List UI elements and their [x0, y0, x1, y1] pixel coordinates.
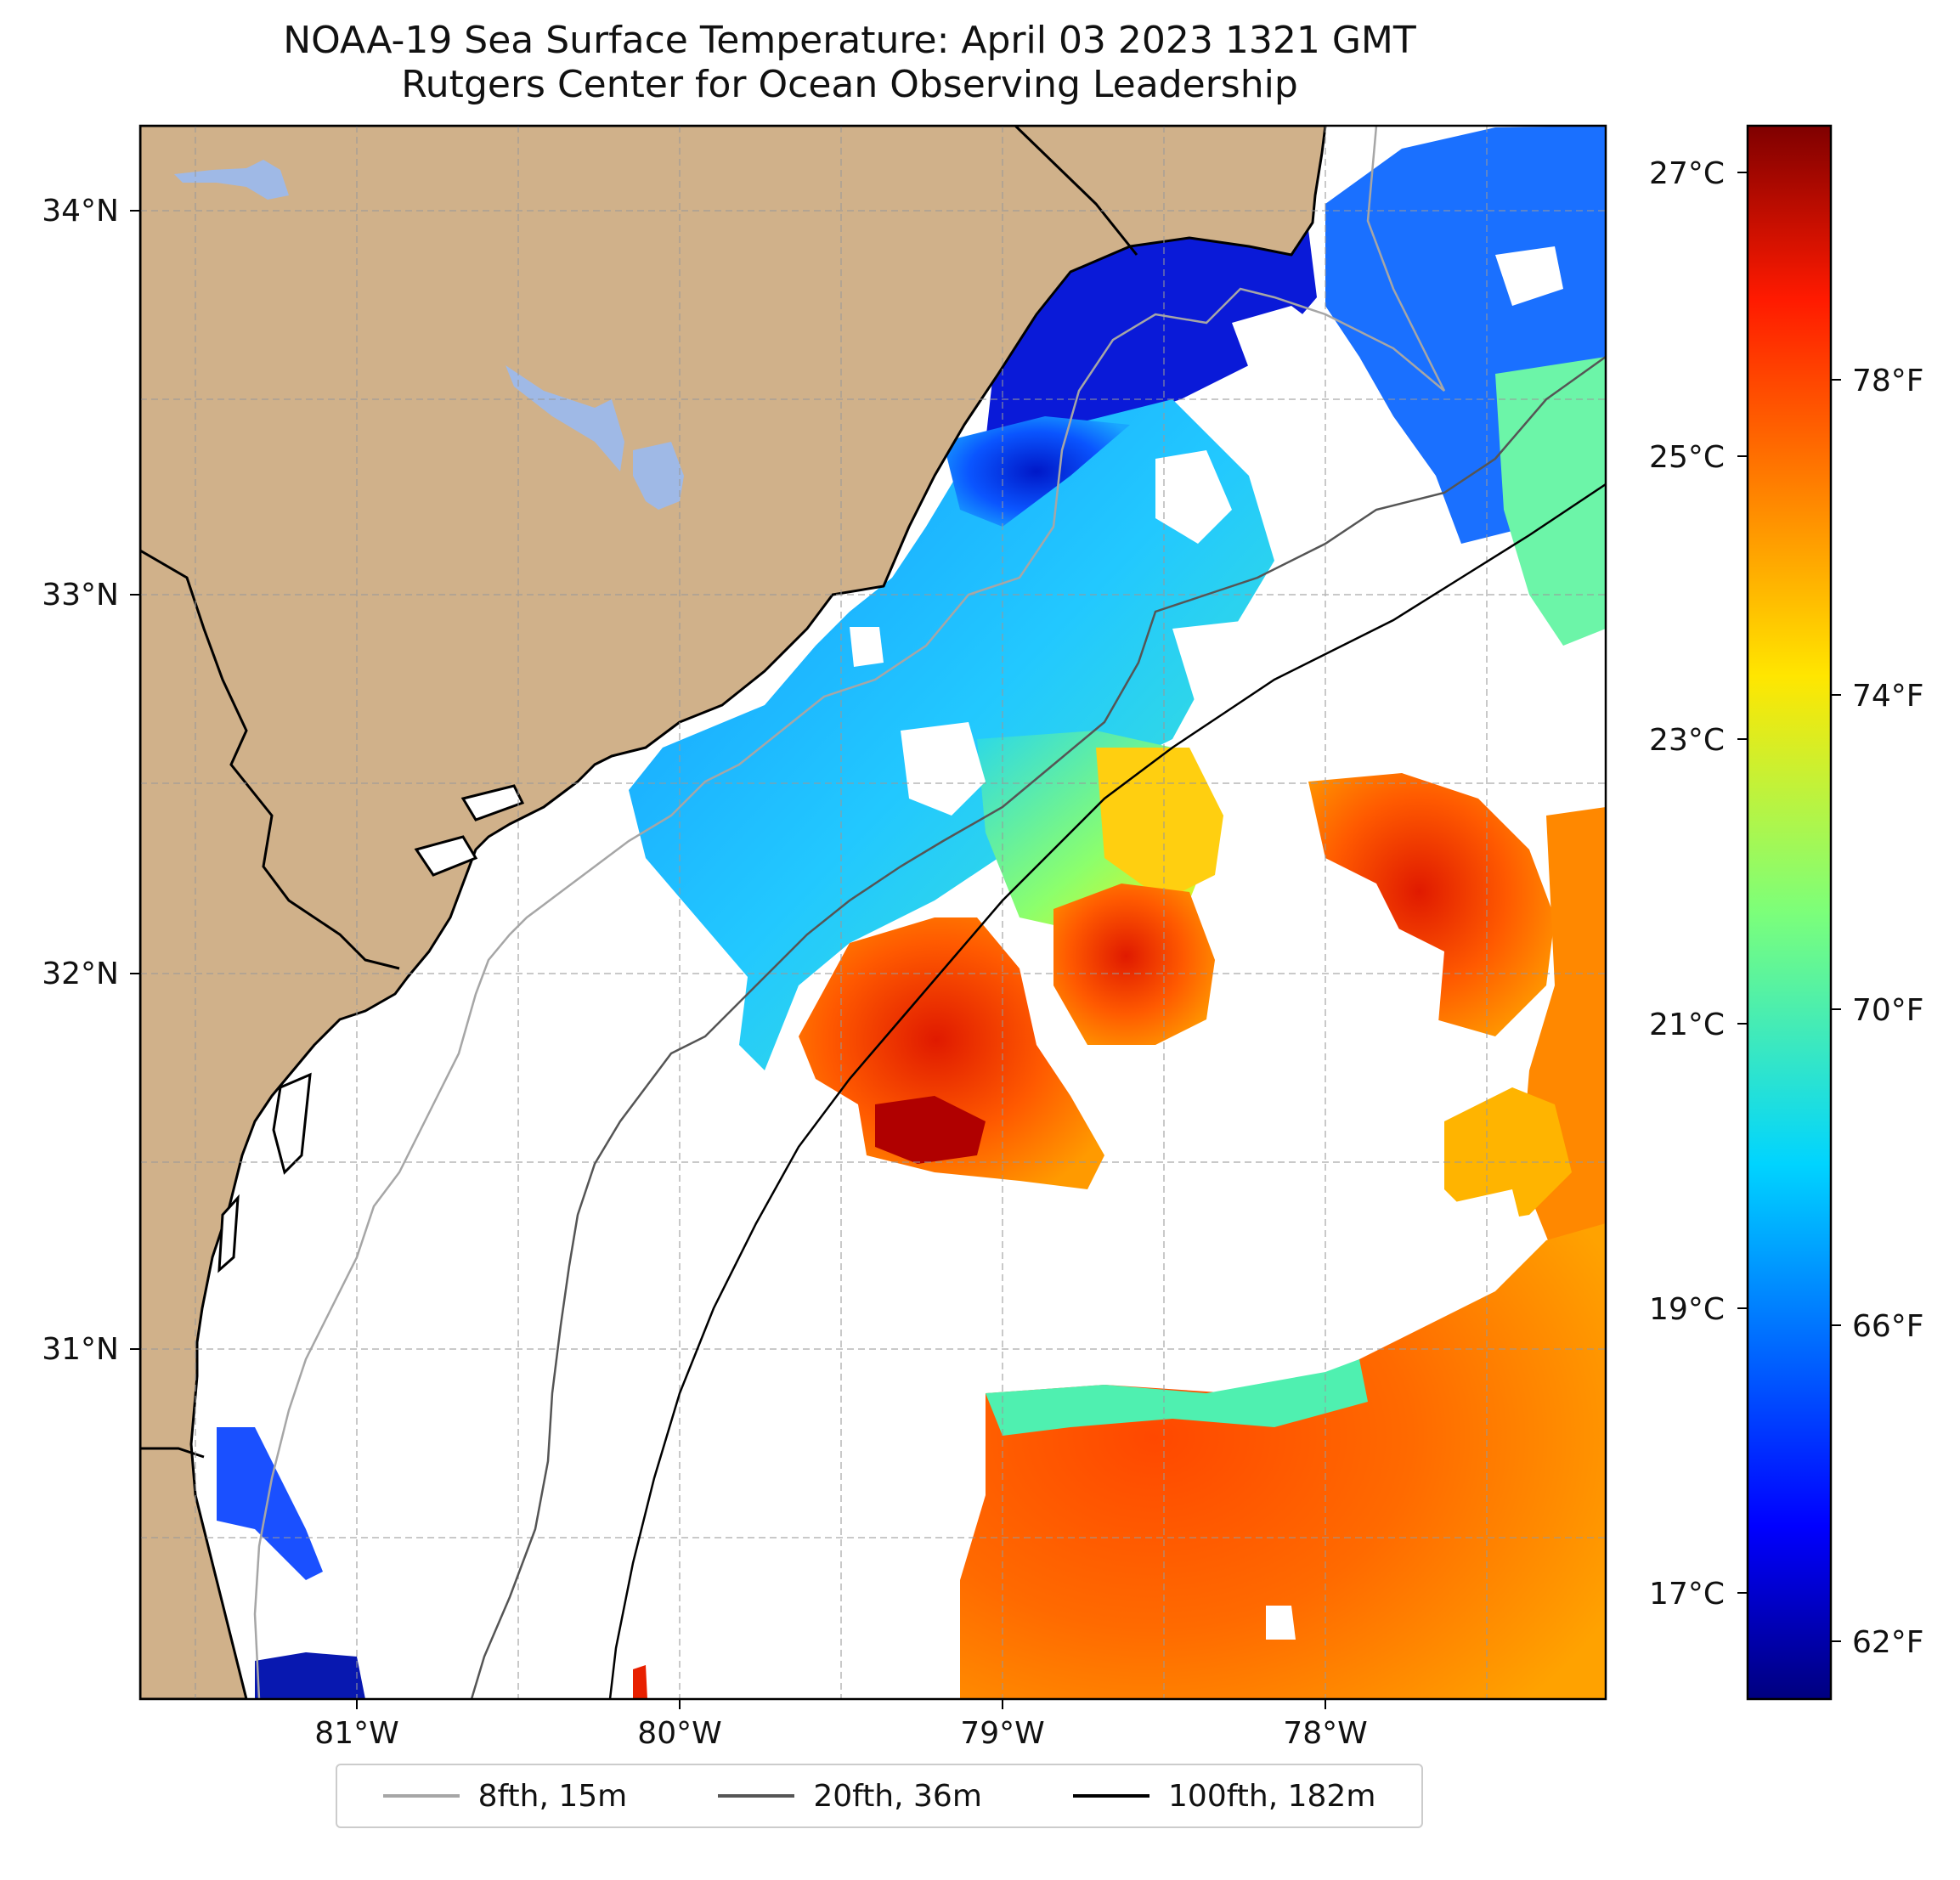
cloud-mask [1495, 246, 1563, 306]
lat-label: 31°N [42, 1332, 119, 1367]
cloud-mask [850, 627, 884, 667]
celsius-label: 25°C [1649, 440, 1725, 475]
colorbar-labels: 27°C 25°C 23°C 21°C 19°C 17°C 78°F 74°F … [1649, 156, 1923, 1660]
fahrenheit-label: 74°F [1852, 679, 1924, 714]
sst-patch-south-cold [255, 1652, 365, 1699]
sst-patch-east-warm [1308, 773, 1555, 1036]
land-mainland [140, 126, 1327, 1699]
sst-patch-long-bay [986, 219, 1317, 450]
sst-patch-edge-red [633, 1665, 647, 1699]
cloud-masks [850, 246, 1563, 1640]
map-frame [138, 124, 1607, 1701]
legend-line-icon [382, 1794, 460, 1798]
fahrenheit-label: 70°F [1852, 993, 1924, 1028]
sst-patch-dark-red [875, 1096, 986, 1164]
cloud-mask [1232, 306, 1393, 476]
celsius-label: 19°C [1649, 1292, 1725, 1327]
sst-patch-warm-core [1053, 884, 1215, 1045]
colorbar: 27°C 25°C 23°C 21°C 19°C 17°C 78°F 74°F … [1649, 124, 1924, 1701]
celsius-label: 23°C [1649, 723, 1725, 758]
lat-label: 32°N [42, 957, 119, 991]
title-line-1: NOAA-19 Sea Surface Temperature: April 0… [283, 19, 1416, 62]
sst-patch-southeast-yellow [1444, 1087, 1572, 1223]
lakes [174, 160, 684, 510]
sst-patch-cold-upper [943, 416, 1130, 527]
axis-ticks [130, 210, 1326, 1709]
sc-ga-border [140, 549, 400, 970]
legend-label: 20fth, 36m [813, 1778, 982, 1814]
cloud-mask [1266, 1606, 1296, 1640]
sst-patch-yellow [1096, 748, 1223, 900]
legend-line-icon [718, 1794, 795, 1798]
cloud-mask [901, 722, 986, 816]
lon-label: 78°W [1283, 1716, 1367, 1751]
fahrenheit-label: 66°F [1852, 1309, 1924, 1344]
isobath-legend: 8fth, 15m 20fth, 36m 100fth, 182m [336, 1764, 1423, 1828]
cloud-mask [1155, 450, 1232, 544]
map-title: NOAA-19 Sea Surface Temperature: April 0… [0, 19, 1699, 107]
colorbar-ticks [1737, 172, 1841, 1642]
lon-label: 81°W [314, 1716, 398, 1751]
cloud-mask [1223, 900, 1444, 1104]
legend-item-20fth: 20fth, 36m [718, 1779, 982, 1814]
legend-label: 100fth, 182m [1168, 1778, 1376, 1814]
isobath-8fth [253, 126, 1446, 1699]
celsius-label: 27°C [1649, 156, 1725, 191]
lake [174, 160, 289, 200]
sst-patch-south-green [986, 1359, 1368, 1436]
sst-patch-ne-green [1495, 357, 1606, 646]
isobath-20fth [470, 355, 1606, 1699]
lake [633, 442, 684, 510]
sea-island [460, 784, 525, 821]
sst-patch-fl-cold [217, 1427, 323, 1580]
lat-label: 34°N [42, 194, 119, 229]
sst-patch-south [960, 1223, 1606, 1699]
sea-island [272, 1072, 312, 1175]
legend-item-8fth: 8fth, 15m [382, 1778, 628, 1814]
isobath-100fth [608, 483, 1606, 1699]
cloud-mask [1436, 1189, 1529, 1291]
lon-label: 79°W [960, 1716, 1044, 1751]
lon-label: 80°W [637, 1716, 721, 1751]
fahrenheit-label: 62°F [1852, 1625, 1924, 1660]
celsius-label: 21°C [1649, 1008, 1725, 1042]
legend-item-100fth: 100fth, 182m [1073, 1779, 1375, 1814]
title-line-2: Rutgers Center for Ocean Observing Leade… [401, 63, 1298, 106]
axis-labels: 34°N 33°N 32°N 31°N 81°W 80°W 79°W 78°W [42, 194, 1367, 1751]
legend-label: 8fth, 15m [477, 1778, 628, 1814]
land-islands [217, 784, 525, 1273]
nc-sc-border [1014, 126, 1138, 256]
colorbar-gradient [1746, 124, 1833, 1701]
lake [506, 365, 624, 471]
fahrenheit-label: 78°F [1852, 364, 1924, 398]
celsius-label: 17°C [1649, 1577, 1725, 1612]
sea-island [414, 835, 478, 877]
gridlines [140, 126, 1606, 1699]
cloud-mask [1215, 756, 1308, 841]
sea-island [217, 1194, 240, 1273]
legend-line-icon [1073, 1794, 1150, 1798]
lat-label: 33°N [42, 578, 119, 613]
